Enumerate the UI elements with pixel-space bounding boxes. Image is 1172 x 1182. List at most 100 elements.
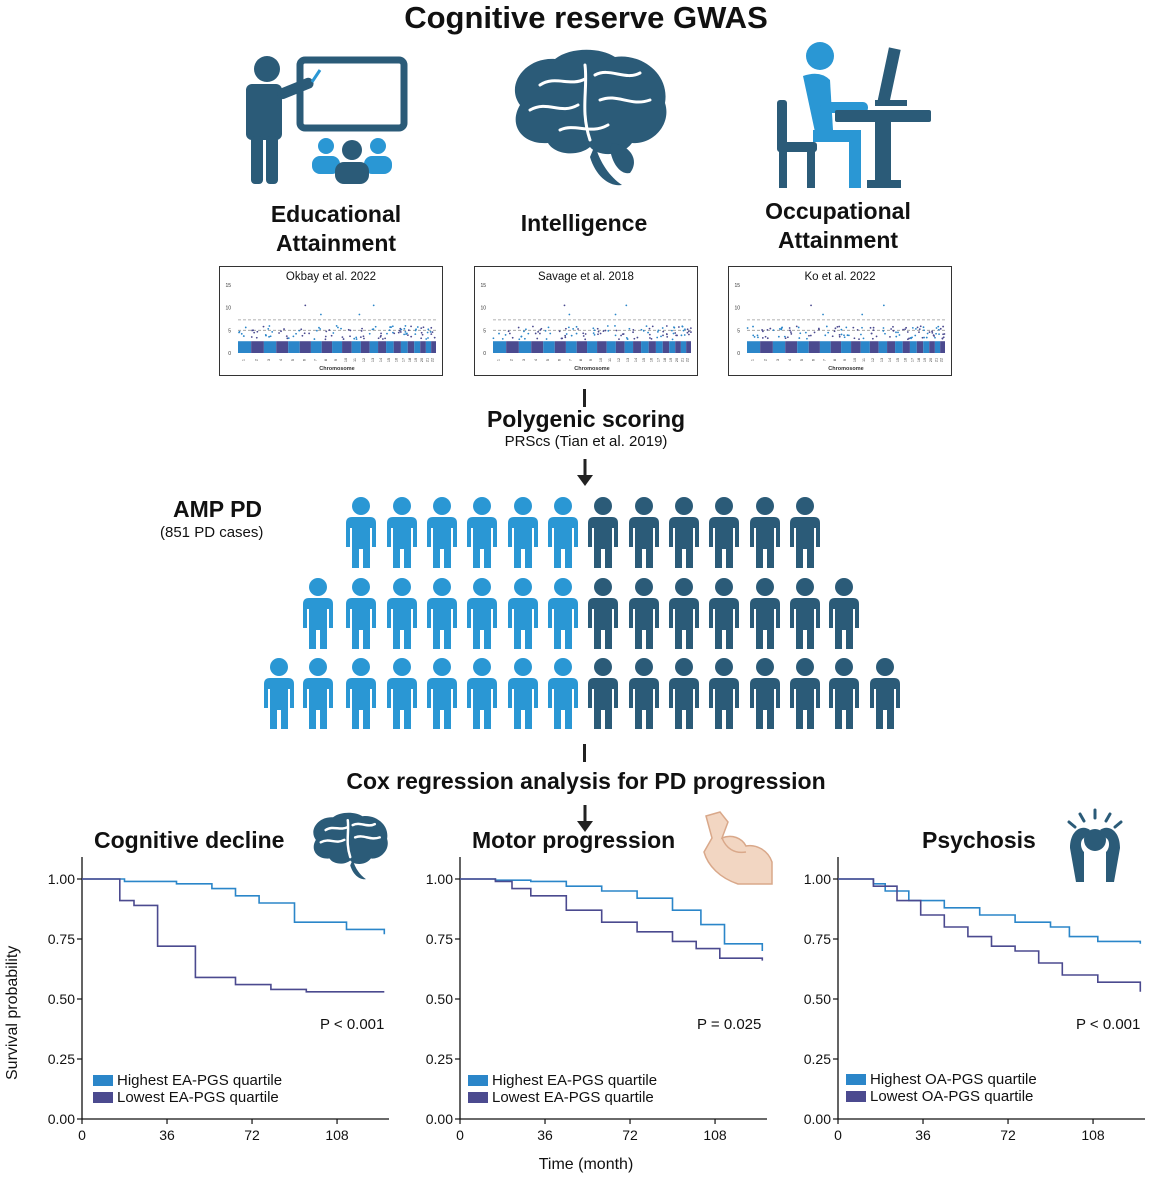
- snp-point: [614, 313, 617, 316]
- snp-point: [386, 332, 388, 335]
- connector-line: [583, 389, 586, 407]
- snp-point: [549, 332, 552, 335]
- snp-point: [244, 326, 247, 329]
- x-tick-label: 36: [537, 1127, 553, 1143]
- legend-item-low: Lowest OA-PGS quartile: [846, 1088, 1037, 1105]
- snp-point: [831, 335, 834, 338]
- chromosome-tick: 10: [599, 358, 603, 362]
- snp-point: [625, 336, 628, 339]
- snp-point: [746, 327, 749, 329]
- snp-point: [753, 336, 756, 338]
- y-tick-label: 1.00: [48, 871, 75, 887]
- legend-swatch: [846, 1091, 866, 1102]
- person-icon: [427, 578, 457, 649]
- manhattan-x-axis-label: Chromosome: [319, 366, 354, 372]
- snp-point: [431, 331, 434, 333]
- snp-point: [923, 329, 925, 332]
- person-icon: [709, 578, 739, 649]
- snp-point: [813, 331, 816, 334]
- chromosome-tick: 9: [589, 359, 593, 361]
- snp-point: [575, 332, 578, 335]
- chromosome-band: [686, 341, 691, 353]
- chromosome-tick: 1: [751, 359, 755, 361]
- chromosome-tick: 21: [681, 358, 685, 362]
- snp-point: [847, 334, 850, 337]
- person-icon: [750, 497, 780, 568]
- manhattan-y-tick: 10: [734, 306, 740, 312]
- snp-point: [645, 325, 648, 328]
- snp-point: [340, 327, 342, 330]
- snp-point: [406, 334, 409, 337]
- legend-item-low: Lowest EA-PGS quartile: [93, 1089, 282, 1106]
- manhattan-plot-title: Okbay et al. 2022: [285, 271, 377, 283]
- snp-point: [918, 328, 921, 331]
- chromosome-tick: 20: [675, 358, 679, 362]
- snp-point: [320, 313, 322, 316]
- snp-point: [656, 336, 659, 339]
- snp-point: [568, 313, 571, 316]
- snp-point: [271, 331, 274, 333]
- snp-point: [686, 331, 689, 334]
- y-tick-label: 0.25: [426, 1051, 453, 1067]
- y-tick-label: 0.75: [426, 931, 453, 947]
- snp-point: [268, 335, 270, 338]
- snp-point: [544, 329, 547, 332]
- snp-point: [647, 331, 649, 334]
- snp-point: [938, 333, 940, 336]
- manhattan-y-tick: 0: [737, 351, 740, 357]
- snp-point: [861, 313, 864, 316]
- manhattan-y-tick: 0: [228, 351, 231, 357]
- chromosome-band: [655, 341, 663, 353]
- chromosome-band: [587, 341, 598, 353]
- person-icon: [264, 658, 294, 729]
- snp-point: [761, 329, 763, 331]
- manhattan-plot-title: Ko et al. 2022: [804, 271, 876, 283]
- chromosome-tick: 15: [896, 358, 900, 362]
- chromosome-tick: 11: [862, 358, 866, 362]
- snp-point: [822, 313, 824, 316]
- category-label-line1: Intelligence: [520, 210, 648, 236]
- snp-point: [377, 337, 380, 340]
- snp-point: [561, 337, 564, 340]
- snp-point: [838, 335, 841, 338]
- km-title-cognitive-decline: Cognitive decline: [94, 827, 285, 853]
- manhattan-plot-okbay: Okbay et al. 2022 15 10 5 0 1 2 3 4 5 6 7 8 9 10 11 12 1…: [219, 266, 443, 376]
- person-icon: [870, 658, 900, 729]
- chromosome-tick: 21: [426, 358, 430, 362]
- chromosome-band: [299, 341, 311, 353]
- chromosome-band: [887, 341, 896, 353]
- snp-point: [935, 327, 938, 329]
- snp-point: [355, 338, 358, 341]
- person-icon: [346, 497, 376, 568]
- chromosome-tick: 13: [880, 358, 884, 362]
- person-icon: [750, 578, 780, 649]
- y-tick-label: 0.25: [804, 1051, 831, 1067]
- snp-point: [498, 332, 500, 335]
- x-tick-label: 0: [456, 1127, 464, 1143]
- category-label-line1: Occupational: [765, 198, 911, 224]
- chromosome-band: [386, 341, 394, 353]
- snp-point: [790, 333, 793, 335]
- snp-point: [430, 326, 433, 329]
- snp-point: [799, 332, 802, 335]
- snp-point: [368, 332, 371, 335]
- snp-point: [427, 337, 429, 339]
- snp-point: [379, 335, 382, 338]
- snp-point: [404, 330, 407, 333]
- survival-curve-low: [460, 878, 764, 961]
- arrow-down-icon: [577, 459, 593, 486]
- snp-point: [662, 334, 664, 337]
- snp-point: [349, 329, 352, 332]
- chromosome-band: [669, 341, 676, 353]
- km-chart-1: 1.00 0.75 0.50 0.25 0.000 36 72 108: [426, 857, 767, 1143]
- chromosome-band: [351, 341, 361, 353]
- chromosome-tick: 8: [324, 359, 328, 361]
- snp-point: [858, 338, 860, 341]
- person-icon: [790, 578, 820, 649]
- snp-point: [892, 325, 894, 328]
- chromosome-band: [747, 341, 761, 353]
- km-legend-motor: Highest EA-PGS quartile Lowest EA-PGS qu…: [468, 1072, 657, 1106]
- snp-point: [359, 336, 362, 339]
- legend-swatch: [468, 1075, 488, 1086]
